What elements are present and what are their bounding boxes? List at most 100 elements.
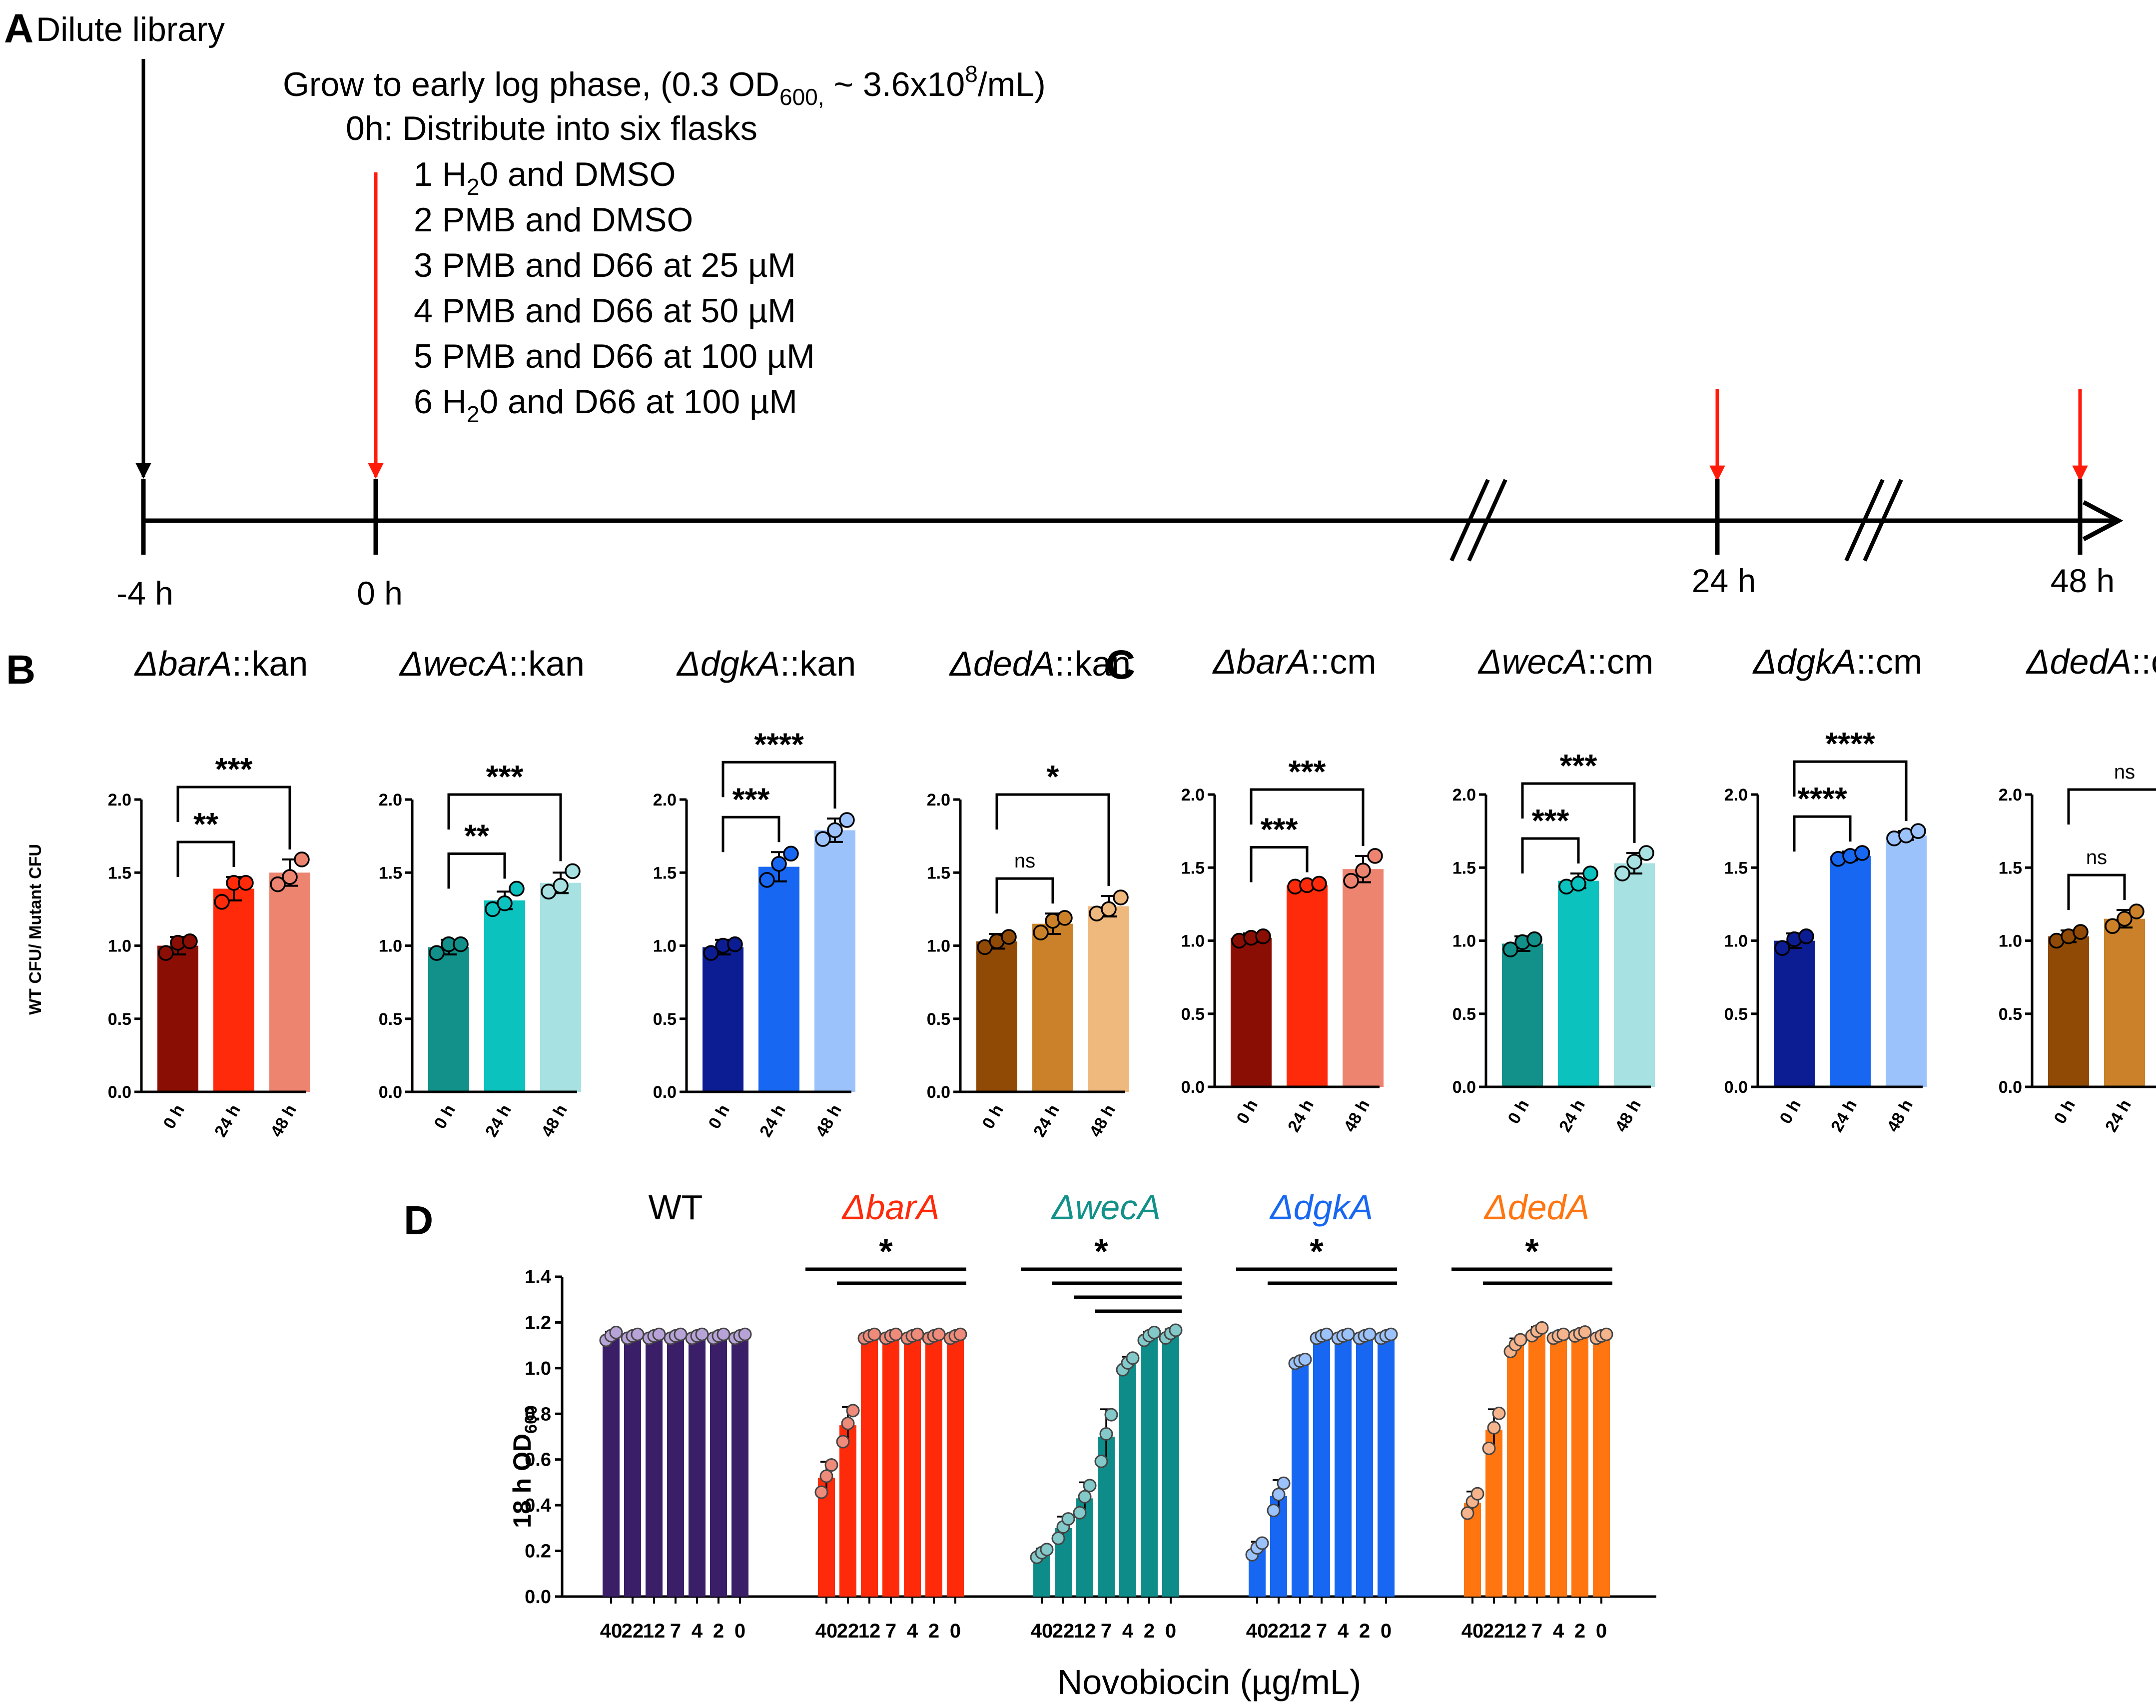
- significance-label: ****: [754, 726, 804, 762]
- y-tick-label: 1.5: [927, 863, 950, 882]
- data-point: [1556, 1327, 1570, 1341]
- d-ylabel-main: 18 h OD: [508, 1434, 536, 1528]
- data-point: [294, 852, 310, 867]
- data-point: [1272, 1488, 1286, 1502]
- bar: [603, 1336, 620, 1597]
- data-point: [1513, 1333, 1527, 1347]
- significance-bracket: [2067, 788, 2156, 825]
- bar: [1378, 1336, 1395, 1597]
- bar: [1335, 1336, 1352, 1597]
- time-label-48h: 48 h: [2051, 562, 2115, 599]
- x-tick-label: 40: [815, 1620, 838, 1642]
- data-point: [1298, 1352, 1312, 1366]
- y-tick-label: 1.5: [108, 863, 131, 882]
- time-label-minus4h: -4 h: [116, 575, 173, 612]
- bar: [1292, 1361, 1309, 1597]
- x-tick-label: 12: [1504, 1620, 1527, 1642]
- significance-bracket: [447, 852, 506, 889]
- d-x-axis-title: Novobiocin (µg/mL): [1057, 1663, 1361, 1702]
- x-tick-label: 24 h: [211, 1101, 244, 1140]
- data-point: [674, 1327, 688, 1341]
- x-tick-label: 2: [928, 1620, 939, 1642]
- bar-48h: [814, 830, 855, 1092]
- grow-text-sub: 600,: [779, 84, 824, 110]
- data-point: [717, 1327, 730, 1341]
- y-tick-label: 1.5: [1724, 858, 1748, 877]
- condition-subscript: 2: [467, 401, 480, 427]
- x-tick-label: 40: [1031, 1620, 1053, 1642]
- data-point: [1599, 1327, 1613, 1341]
- chart-title-gene: ΔdedA: [949, 644, 1055, 683]
- x-tick-label: 7: [1101, 1620, 1112, 1642]
- bar-24h: [1558, 880, 1599, 1087]
- data-point: [497, 895, 513, 911]
- bar: [1593, 1336, 1610, 1597]
- x-tick-label: 0 h: [159, 1101, 188, 1132]
- y-tick-label: 1.0: [108, 937, 131, 956]
- chart-title-marker: ::cm: [1587, 642, 1653, 681]
- x-tick-label: 40: [1246, 1620, 1269, 1642]
- data-point: [1001, 929, 1017, 945]
- data-point: [553, 877, 569, 894]
- significance-label: **: [464, 818, 489, 854]
- axis-break-mark: [1863, 479, 1903, 562]
- x-tick-label: 48 h: [1340, 1096, 1374, 1135]
- data-point: [1343, 872, 1359, 889]
- significance-bracket: [1250, 788, 1365, 846]
- data-point: [910, 1327, 924, 1341]
- condition-text: PMB and DMSO: [442, 201, 694, 239]
- x-tick-label: 2: [1359, 1620, 1370, 1642]
- data-point: [509, 880, 525, 897]
- x-tick-label: 24 h: [1284, 1096, 1318, 1135]
- y-tick-label: 0.0: [653, 1083, 677, 1102]
- y-tick-label: 1.5: [1452, 858, 1476, 877]
- condition-item-2: 2 PMB and DMSO: [414, 201, 693, 239]
- group-title: WT: [649, 1188, 703, 1227]
- y-tick-label: 0.5: [108, 1010, 131, 1029]
- y-tick-label: 2.0: [1181, 786, 1205, 805]
- grow-instruction: Grow to early log phase, (0.3 OD600, ~ 3…: [283, 61, 1046, 110]
- x-tick-label: 7: [1531, 1620, 1542, 1642]
- panel-a: A Dilute library Grow to early log phase…: [4, 6, 2124, 612]
- bar-48h: [1088, 906, 1129, 1092]
- chart-c-2: ΔwecA::cm0 h 24 h 48 h0.00.51.01.52.0*****…: [1452, 642, 1655, 1135]
- x-tick-label: 4: [1122, 1620, 1134, 1642]
- chart-title: ΔwecA::cm: [1477, 642, 1653, 681]
- d-y-axis-title: 18 h OD600: [508, 1405, 541, 1528]
- y-tick-label: 0.0: [379, 1083, 402, 1102]
- y-tick-label: 1.5: [1181, 858, 1205, 877]
- chart-title-gene: ΔwecA: [399, 644, 509, 683]
- significance-bracket: [2067, 873, 2126, 910]
- y-tick-label: 1.0: [927, 937, 950, 956]
- data-point: [1798, 928, 1814, 944]
- data-point: [238, 874, 254, 891]
- data-point: [1355, 862, 1371, 878]
- data-point: [429, 945, 445, 961]
- x-tick-label: 12: [1289, 1620, 1312, 1642]
- x-tick-label: 22: [1483, 1620, 1505, 1642]
- x-tick-label: 40: [1461, 1620, 1484, 1642]
- data-point: [453, 936, 469, 952]
- y-tick-label: 0.2: [525, 1541, 551, 1562]
- significance-bracket: [176, 841, 235, 877]
- significance-label: ****: [1797, 781, 1847, 817]
- significance-label: ***: [1560, 748, 1597, 784]
- condition-item-5: 5 PMB and D66 at 100 µM: [414, 337, 815, 375]
- x-tick-label: 48 h: [1883, 1096, 1917, 1135]
- axis-break-mark: [1844, 479, 1885, 562]
- data-point: [815, 831, 831, 847]
- chart-title-gene: ΔwecA: [1477, 642, 1587, 681]
- data-point: [1460, 1506, 1474, 1520]
- y-tick-label: 1.0: [525, 1358, 551, 1379]
- chart-title-marker: ::kan: [509, 644, 585, 683]
- y-tick-label: 2.0: [379, 791, 402, 810]
- data-point: [1638, 845, 1654, 861]
- x-tick-label: 48 h: [1611, 1096, 1645, 1135]
- panel-label-a: A: [4, 6, 33, 51]
- data-point: [1854, 845, 1870, 861]
- condition-text: PMB and D66 at 25 µM: [442, 246, 796, 284]
